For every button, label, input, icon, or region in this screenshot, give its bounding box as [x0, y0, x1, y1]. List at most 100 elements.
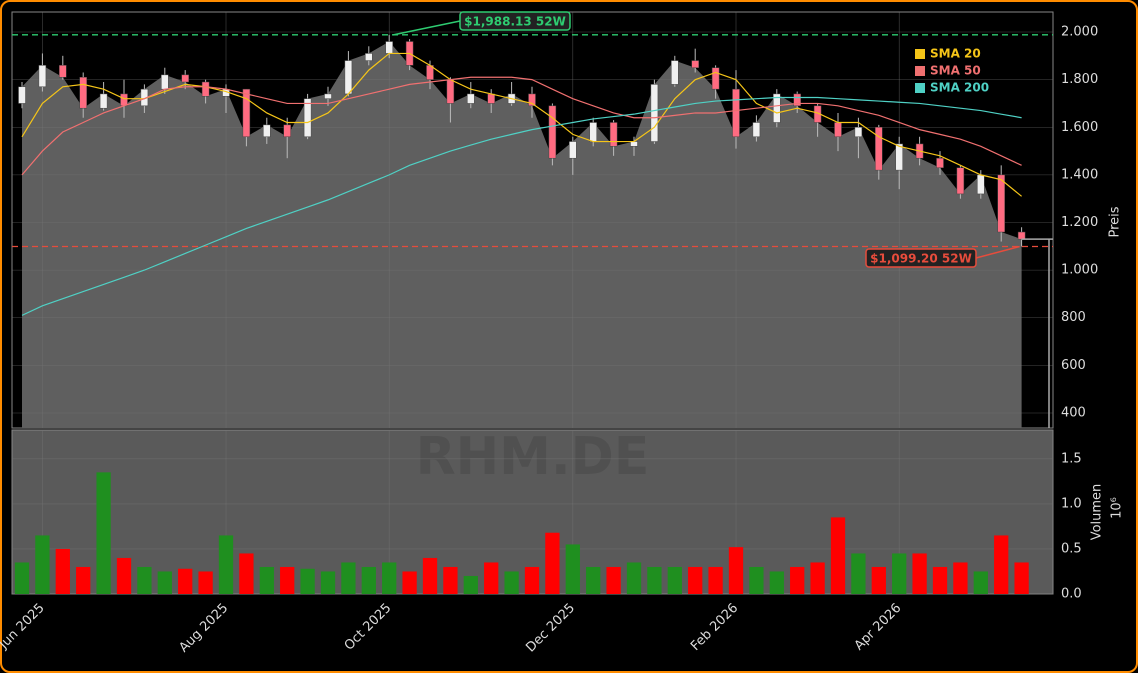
volume-bar — [96, 472, 111, 594]
volume-bar — [749, 566, 764, 594]
candle-body — [99, 93, 108, 109]
y-tick-label: 800 — [1061, 310, 1086, 325]
volume-bar — [586, 566, 601, 594]
annotation-box — [865, 248, 977, 268]
candle-body — [569, 141, 577, 159]
volume-bar — [239, 553, 254, 594]
candle-body — [467, 93, 475, 104]
volume-bar — [790, 566, 805, 594]
volume-bar — [994, 535, 1009, 594]
volume-bar — [341, 562, 356, 594]
volume-bar — [137, 566, 152, 594]
y-axis-label: Preis — [1108, 206, 1123, 237]
y-tick-label: 1.600 — [1061, 120, 1098, 135]
volume-bar — [280, 566, 295, 594]
annotation-box — [459, 11, 571, 31]
volume-bar — [259, 566, 274, 594]
sma-line — [21, 96, 1022, 316]
candle-body — [936, 157, 944, 168]
legend-label: SMA 20 — [930, 47, 981, 61]
volume-bar — [116, 557, 132, 594]
volume-bar — [830, 517, 846, 594]
candle-body — [79, 76, 87, 109]
candle-body — [303, 98, 312, 138]
volume-panel — [11, 429, 1054, 595]
volume-bar — [402, 571, 417, 594]
y-tick-label: 2.000 — [1061, 25, 1098, 40]
legend-label: SMA 50 — [930, 64, 981, 78]
candle-body — [875, 127, 883, 171]
y-tick-label: 600 — [1061, 358, 1086, 373]
candle-body — [242, 88, 251, 138]
candle-body — [201, 81, 210, 97]
candle-body — [609, 122, 618, 147]
legend-swatch — [915, 83, 925, 93]
candle-body — [59, 65, 67, 78]
volume-bar — [667, 566, 682, 594]
candle-body — [548, 105, 557, 159]
volume-bar — [484, 562, 499, 594]
legend-swatch — [915, 66, 925, 76]
candle-body — [365, 53, 373, 61]
volume-bar — [178, 568, 193, 594]
volume-bar — [443, 566, 458, 594]
volume-tick-label: 1.0 — [1061, 496, 1082, 511]
candle-body — [732, 88, 740, 138]
candle-body — [161, 74, 169, 90]
sma-line — [21, 52, 1022, 197]
volume-bar — [218, 535, 234, 594]
candle-body — [38, 65, 47, 88]
volume-axis-label: Volumen — [1090, 484, 1105, 541]
candle-body — [324, 93, 332, 99]
candle-body — [834, 122, 842, 138]
volume-bar — [688, 566, 703, 594]
volume-bar — [76, 566, 91, 594]
volume-bar — [545, 532, 560, 594]
candle-body — [977, 174, 985, 195]
candle-body — [181, 74, 189, 83]
candle-body — [773, 93, 781, 123]
y-tick-label: 1.000 — [1061, 263, 1098, 278]
volume-bar — [198, 571, 213, 594]
candle-body — [487, 93, 495, 104]
candle-body — [793, 93, 801, 107]
y-tick-label: 1.400 — [1061, 167, 1098, 182]
y-tick-label: 400 — [1061, 405, 1086, 420]
candle-body — [854, 127, 863, 138]
sma-line — [21, 76, 1022, 176]
legend-swatch — [915, 49, 925, 59]
volume-bar — [524, 566, 540, 594]
volume-bar — [606, 566, 621, 594]
volume-bar — [647, 566, 662, 594]
volume-tick-label: 1.5 — [1061, 451, 1082, 466]
volume-tick-label: 0.5 — [1061, 541, 1082, 556]
volume-bar — [953, 562, 968, 594]
candle-body — [752, 122, 761, 138]
volume-bar — [810, 562, 825, 594]
volume-tick-label: 0.0 — [1061, 587, 1082, 602]
volume-bar — [932, 566, 948, 594]
volume-bar — [728, 547, 744, 594]
volume-bar — [892, 553, 907, 594]
volume-bar — [871, 566, 886, 594]
volume-bar — [912, 553, 927, 594]
annotation-label: $1,988.13 52W — [464, 15, 566, 29]
candle-body — [997, 174, 1005, 233]
volume-bar — [769, 571, 784, 594]
price-area — [22, 41, 1022, 428]
volume-bar — [463, 575, 478, 594]
candle-body — [528, 93, 536, 107]
legend-label: SMA 200 — [930, 81, 989, 95]
volume-bar — [35, 535, 50, 594]
y-tick-label: 1.200 — [1061, 215, 1098, 230]
volume-offset: 10⁶ — [1110, 497, 1125, 519]
candle-body — [385, 41, 393, 54]
candle-body — [263, 124, 271, 138]
volume-bar — [300, 568, 315, 594]
candle-body — [344, 60, 353, 95]
volume-bar — [565, 544, 580, 594]
candle-body — [711, 67, 720, 90]
annotation-arrow — [393, 20, 461, 36]
volume-bar — [14, 562, 30, 594]
